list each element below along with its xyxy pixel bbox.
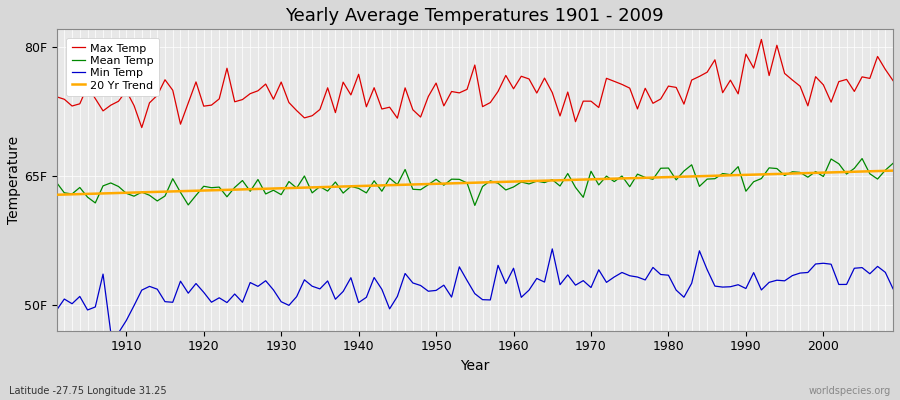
Mean Temp [516, 180, 526, 184]
Min Temp [887, 286, 898, 291]
Min Temp [121, 318, 131, 323]
Title: Yearly Average Temperatures 1901 - 2009: Yearly Average Temperatures 1901 - 2009 [285, 7, 664, 25]
Min Temp [51, 308, 62, 312]
Mean Temp [470, 203, 481, 208]
Line: Mean Temp: Mean Temp [57, 158, 893, 206]
X-axis label: Year: Year [460, 359, 490, 373]
Line: Min Temp: Min Temp [57, 249, 893, 333]
Text: worldspecies.org: worldspecies.org [809, 386, 891, 396]
Line: 20 Yr Trend: 20 Yr Trend [57, 171, 893, 195]
Max Temp [887, 78, 898, 83]
Min Temp [292, 294, 302, 299]
Mean Temp [330, 180, 341, 184]
Min Temp [338, 289, 348, 294]
Mean Temp [608, 179, 619, 184]
Mean Temp [113, 184, 124, 189]
20 Yr Trend [887, 168, 898, 173]
20 Yr Trend [508, 179, 519, 184]
Min Temp [516, 295, 526, 300]
Line: Max Temp: Max Temp [57, 40, 893, 128]
Mean Temp [284, 179, 294, 184]
Min Temp [616, 270, 627, 275]
Max Temp [608, 79, 619, 84]
20 Yr Trend [330, 184, 341, 189]
Mean Temp [51, 180, 62, 185]
20 Yr Trend [284, 186, 294, 190]
Max Temp [137, 125, 148, 130]
Max Temp [51, 94, 62, 99]
Min Temp [113, 330, 124, 335]
20 Yr Trend [601, 176, 612, 181]
Mean Temp [508, 184, 519, 189]
20 Yr Trend [51, 192, 62, 197]
Mean Temp [857, 156, 868, 161]
20 Yr Trend [113, 190, 124, 195]
Mean Temp [887, 161, 898, 166]
Max Temp [113, 99, 124, 104]
Max Temp [756, 37, 767, 42]
Max Temp [516, 74, 526, 79]
Min Temp [547, 246, 558, 251]
Max Temp [338, 80, 348, 84]
Text: Latitude -27.75 Longitude 31.25: Latitude -27.75 Longitude 31.25 [9, 386, 166, 396]
Max Temp [508, 86, 519, 91]
20 Yr Trend [500, 179, 511, 184]
Legend: Max Temp, Mean Temp, Min Temp, 20 Yr Trend: Max Temp, Mean Temp, Min Temp, 20 Yr Tre… [67, 38, 158, 96]
Min Temp [508, 266, 519, 271]
Max Temp [292, 108, 302, 113]
Y-axis label: Temperature: Temperature [7, 136, 21, 224]
